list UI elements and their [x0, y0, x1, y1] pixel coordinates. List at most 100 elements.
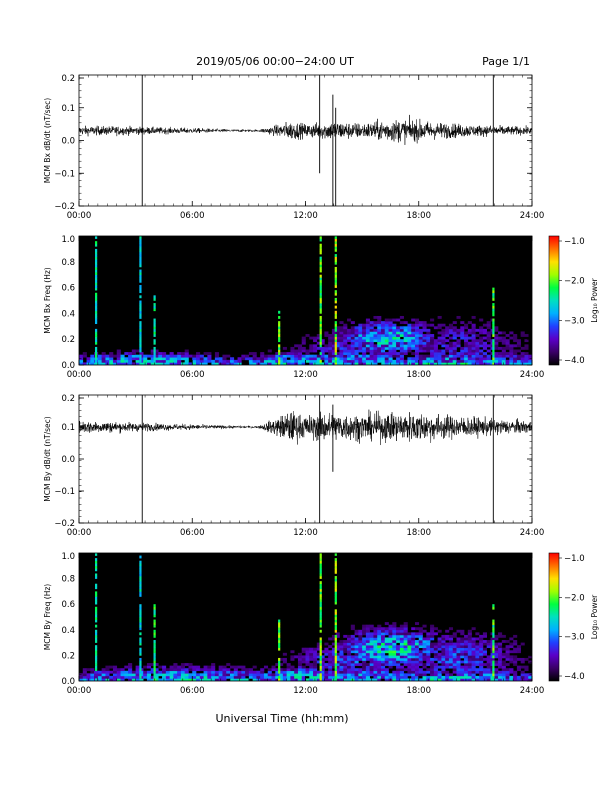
spectrogram-band-cell — [153, 334, 156, 337]
spectrogram-cell — [350, 642, 355, 646]
spectrogram-cell — [177, 668, 182, 672]
spectrogram-cell — [373, 652, 378, 656]
spectrogram-cell — [513, 354, 518, 358]
spectrogram-cell — [509, 362, 514, 365]
spectrogram-cell — [414, 678, 420, 681]
spectrogram-cell — [203, 675, 208, 679]
spectrogram-cell — [505, 678, 510, 681]
spectrogram-band-cell — [278, 670, 281, 674]
spectrogram-band-cell — [334, 678, 337, 681]
y-tick-label: −0.2 — [54, 519, 75, 529]
spectrogram-cell — [252, 357, 257, 361]
spectrogram-band-cell — [94, 573, 98, 577]
spectrogram-cell — [203, 670, 208, 674]
spectrogram-cell — [399, 668, 404, 672]
spectrogram-cell — [320, 655, 325, 659]
spectrogram-cell — [471, 359, 476, 363]
spectrogram-cell — [471, 339, 476, 343]
spectrogram-cell — [343, 645, 348, 649]
spectrogram-band-cell — [319, 673, 322, 677]
spectrogram-cell — [313, 357, 318, 361]
spectrogram-band-cell — [278, 660, 281, 664]
spectrogram-cell — [282, 670, 287, 674]
spectrogram-cell — [494, 663, 499, 666]
spectrogram-cell — [328, 650, 333, 654]
colorbar-tick-label: −3.0 — [564, 633, 585, 643]
spectrogram-band-cell — [334, 282, 337, 286]
spectrogram-cell — [418, 655, 423, 659]
spectrogram-cell — [294, 352, 299, 355]
spectrogram-band-cell — [139, 331, 142, 335]
spectrogram-cell — [86, 668, 91, 672]
spectrogram-cell — [365, 326, 370, 330]
spectrogram-band-cell — [139, 573, 142, 577]
spectrogram-cell — [331, 647, 336, 651]
spectrogram-band-cell — [334, 236, 337, 239]
spectrogram-cell — [448, 326, 454, 330]
spectrogram-cell — [192, 357, 197, 361]
spectrogram-cell — [414, 622, 420, 625]
spectrogram-band-cell — [492, 292, 495, 296]
spectrogram-band-cell — [153, 357, 156, 361]
spectrogram-cell — [347, 637, 352, 641]
spectrogram-cell — [445, 663, 450, 666]
spectrogram-cell — [437, 675, 442, 679]
spectrogram-band-cell — [492, 318, 495, 322]
spectrogram-band-cell — [319, 259, 322, 263]
spectrogram-cell — [513, 640, 518, 643]
spectrogram-cell — [396, 675, 401, 679]
spectrogram-band-cell — [334, 629, 337, 633]
spectrogram-cell — [369, 346, 374, 350]
spectrogram-cell — [354, 670, 359, 674]
spectrogram-band-cell — [94, 624, 98, 628]
spectrogram-cell — [120, 670, 125, 674]
spectrogram-cell — [460, 362, 465, 365]
spectrogram-band-cell — [139, 287, 142, 291]
spectrogram-cell — [339, 331, 344, 335]
spectrogram-cell — [354, 650, 359, 654]
spectrogram-cell — [309, 349, 314, 353]
spectrogram-band-cell — [334, 323, 337, 327]
spectrogram-cell — [165, 354, 170, 358]
spectrogram-cell — [501, 352, 506, 355]
spectrogram-cell — [177, 352, 182, 355]
spectrogram-cell — [494, 346, 499, 350]
spectrogram-cell — [403, 331, 408, 335]
spectrogram-cell — [365, 339, 370, 343]
spectrogram-cell — [426, 657, 431, 661]
x-tick-label: 00:00 — [67, 211, 92, 221]
spectrogram-cell — [456, 657, 461, 661]
spectrogram-cell — [396, 663, 401, 666]
spectrogram-cell — [452, 326, 457, 330]
spectrogram-cell — [509, 346, 514, 350]
spectrogram-cell — [271, 665, 276, 669]
spectrogram-cell — [384, 328, 389, 332]
spectrogram-cell — [211, 359, 216, 363]
spectrogram-cell — [354, 344, 359, 348]
spectrogram-band-cell — [139, 315, 142, 319]
spectrogram-cell — [426, 663, 431, 666]
spectrogram-cell — [464, 650, 469, 654]
spectrogram-cell — [358, 645, 363, 649]
spectrogram-cell — [471, 655, 476, 659]
spectrogram-cell — [452, 647, 457, 651]
spectrogram-cell — [297, 352, 303, 355]
spectrogram-cell — [430, 678, 435, 681]
spectrogram-cell — [297, 665, 303, 669]
spectrogram-cell — [403, 622, 408, 625]
spectrogram-cell — [252, 673, 257, 677]
spectrogram-cell — [105, 675, 110, 679]
spectrogram-band-cell — [334, 261, 337, 265]
spectrogram-cell — [313, 663, 318, 666]
spectrogram-band-cell — [139, 357, 142, 361]
spectrogram-cell — [313, 354, 318, 358]
spectrogram-band-cell — [94, 318, 98, 322]
spectrogram-cell — [369, 321, 374, 325]
spectrogram-cell — [396, 354, 401, 358]
spectrogram-cell — [501, 668, 506, 672]
spectrogram-band-cell — [319, 581, 322, 585]
spectrogram-cell — [479, 637, 484, 641]
spectrogram-cell — [162, 668, 167, 672]
spectrogram-cell — [377, 629, 382, 633]
spectrogram-cell — [128, 675, 133, 679]
